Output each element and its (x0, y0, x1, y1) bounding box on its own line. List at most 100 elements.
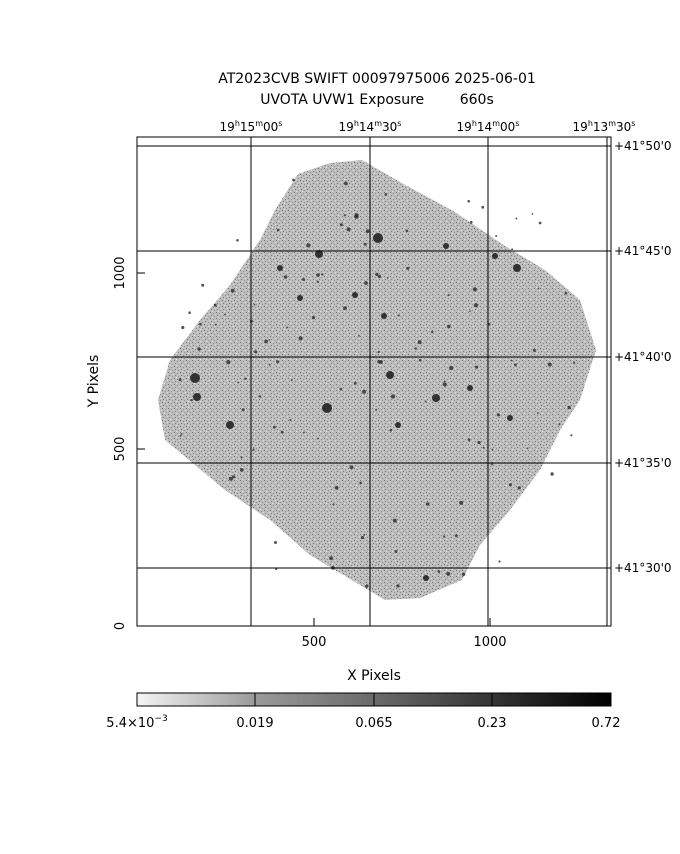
star-source (392, 518, 397, 523)
star-source (286, 326, 289, 329)
star-source (461, 572, 466, 576)
star-source (321, 273, 324, 276)
star-source (190, 373, 200, 383)
star-source (322, 403, 332, 413)
star-source (386, 371, 394, 379)
star-source (339, 387, 343, 391)
star-source (343, 214, 346, 217)
star-source (268, 339, 271, 341)
star-source (360, 536, 365, 540)
star-source (264, 339, 268, 344)
star-source (389, 428, 393, 432)
star-source (193, 393, 201, 401)
star-source (237, 381, 240, 384)
star-source (532, 348, 536, 352)
star-source (511, 248, 514, 251)
star-source (332, 503, 335, 506)
star-source (454, 534, 458, 538)
star-source (258, 395, 262, 398)
star-source (349, 465, 354, 470)
star-source (547, 362, 552, 367)
dec-tick-label: +41°30'0 (614, 561, 672, 575)
star-source (363, 534, 366, 536)
star-source (405, 229, 409, 233)
colorbar: 5.4×10−3 0.019 0.065 0.23 0.72 (106, 692, 620, 731)
star-source (188, 311, 191, 315)
star-source (467, 385, 473, 391)
colorbar-label: 5.4×10−3 (106, 714, 167, 731)
star-source (447, 294, 450, 297)
pixel-tick-marks (137, 272, 491, 627)
star-source (481, 205, 485, 209)
star-source (538, 221, 542, 225)
star-source (459, 500, 464, 505)
star-source (316, 273, 320, 277)
star-source (241, 408, 245, 412)
star-source (226, 421, 234, 429)
star-source (467, 199, 471, 203)
star-source (446, 571, 451, 576)
dec-tick-label: +41°35'0 (614, 456, 672, 470)
star-source (352, 292, 358, 298)
star-source (564, 291, 568, 295)
star-source (290, 379, 293, 382)
star-source (432, 394, 440, 402)
star-source (311, 316, 316, 320)
star-source (373, 233, 383, 243)
star-source (334, 485, 339, 490)
star-source (417, 340, 422, 345)
star-source (550, 472, 554, 476)
star-source (513, 264, 521, 272)
star-source (377, 350, 380, 354)
y-axis-label: Y Pixels (86, 355, 102, 409)
dec-tick-label: +41°45'0 (614, 244, 672, 258)
star-source (268, 363, 271, 366)
star-source (537, 287, 540, 290)
star-source (387, 277, 389, 279)
star-source (395, 422, 401, 428)
star-source (406, 266, 410, 270)
ra-tick-label: 19h13m30s (573, 119, 636, 134)
star-sources (178, 178, 576, 588)
star-source (526, 447, 529, 450)
star-source (353, 381, 357, 385)
colorbar-label: 0.23 (478, 716, 507, 731)
star-source (240, 468, 244, 472)
star-source (449, 365, 454, 371)
ra-tick-label: 19h14m30s (339, 119, 402, 134)
star-source (381, 313, 387, 319)
star-source (447, 324, 451, 329)
x-tick-label: 1000 (473, 635, 506, 650)
star-source (423, 575, 429, 581)
dec-tick-label: +41°40'0 (614, 350, 672, 364)
star-source (298, 336, 303, 341)
star-source (306, 243, 311, 248)
star-source (390, 394, 396, 399)
star-source (297, 295, 303, 301)
star-source (274, 541, 277, 544)
star-source (224, 313, 227, 316)
star-source (472, 287, 477, 292)
star-source (179, 434, 182, 437)
star-source (567, 405, 571, 410)
dec-tick-label: +41°50'0 (614, 139, 672, 153)
star-source (276, 360, 280, 364)
star-source (418, 358, 422, 362)
star-source (244, 377, 247, 380)
star-source (317, 437, 319, 440)
star-source (442, 382, 447, 387)
star-source (178, 378, 182, 382)
star-source (375, 408, 378, 411)
star-source (365, 229, 370, 234)
star-source (180, 433, 183, 435)
y-tick-label: 0 (113, 622, 128, 630)
star-source (482, 446, 485, 449)
star-source (252, 448, 255, 451)
star-source (531, 213, 534, 215)
ra-tick-label: 19h14m00s (457, 119, 520, 134)
star-source (425, 502, 430, 506)
x-axis-label: X Pixels (347, 668, 401, 684)
star-source (508, 483, 512, 487)
x-tick-label: 500 (302, 635, 327, 650)
